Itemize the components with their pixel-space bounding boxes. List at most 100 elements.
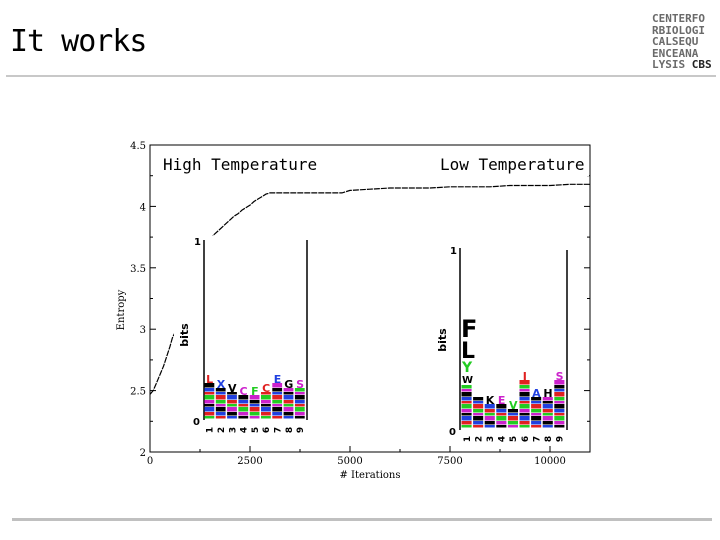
logo-glyph-block (554, 421, 565, 425)
logo-glyph-block (519, 380, 530, 385)
logo-glyph-block (261, 407, 271, 412)
logo-glyph-block (238, 395, 249, 400)
logo-glyph-block (227, 404, 237, 407)
logo-glyph-block (531, 421, 542, 425)
logo-glyph-block (294, 395, 305, 400)
logo-big-letter: Y (461, 360, 473, 376)
logo-glyph-block (473, 416, 484, 421)
logo-glyph-block (507, 421, 518, 425)
high-temperature-label: High Temperature (163, 155, 317, 174)
logo-glyph-block (204, 416, 215, 419)
x-tick-label: 2500 (237, 456, 262, 467)
logo-glyph-block (272, 392, 283, 395)
logo-glyph-block (238, 407, 249, 412)
logo-glyph-block (461, 421, 472, 425)
logo-big-letter: F (461, 315, 477, 343)
logo-top-letter: V (228, 382, 237, 395)
logo-glyph-block (461, 413, 472, 416)
logo-glyph-block (484, 416, 495, 421)
low-temp-label-bg (437, 152, 589, 176)
logo-glyph-block (519, 425, 530, 428)
logo-position-label: 4 (240, 427, 250, 433)
logo-glyph-block (249, 404, 260, 407)
entropy-chart: 22.533.544.50 2500 5000 7500 10000 # Iterati… (116, 141, 591, 481)
logo-glyph-block (542, 421, 553, 425)
y-tick-label: 3.5 (130, 264, 146, 275)
logo-top-letter: S (556, 370, 564, 383)
logo-top-letter: I (523, 370, 527, 383)
logo-glyph-block (294, 407, 305, 412)
logo-glyph-block (227, 416, 237, 419)
logo-glyph-block (283, 407, 294, 412)
logo-glyph-block (496, 421, 507, 425)
logo-position-label: 1 (463, 436, 473, 442)
logo-line: RBIOLOGI (652, 23, 705, 37)
logo-glyph-block (227, 395, 237, 400)
logo-glyph-block (531, 401, 542, 404)
logo-y-tick-top: 1 (450, 246, 457, 257)
logo-glyph-block (294, 388, 305, 392)
logo-big-letter: L (461, 339, 475, 364)
slide-title: It works (10, 24, 147, 59)
logo-glyph-block (215, 392, 226, 395)
logo-position-label: 9 (296, 427, 306, 433)
logo-glyph-block (249, 400, 260, 404)
logo-glyph-block (227, 407, 237, 412)
logo-glyph-block (461, 389, 472, 392)
logo-glyph-block (249, 395, 260, 400)
logo-y-label: bits (436, 328, 449, 352)
logo-glyph-block (204, 388, 215, 392)
logo-accent: CBS (691, 58, 712, 71)
logo-glyph-block (283, 416, 294, 419)
logo-glyph-block (227, 400, 237, 404)
logo-glyph-block (461, 385, 472, 389)
logo-glyph-block (531, 404, 542, 409)
logo-glyph-block (554, 404, 565, 409)
logo-top-letter: X (217, 378, 226, 391)
logo-line-text: LYSIS (652, 58, 686, 71)
logo-glyph-block (227, 392, 237, 395)
logo-glyph-block (283, 395, 294, 400)
logo-glyph-block (473, 425, 484, 428)
logo-position-label: 1 (206, 427, 216, 433)
logo-line: ENCEANA (652, 46, 699, 60)
logo-glyph-block (531, 397, 542, 401)
logo-glyph-block (554, 380, 565, 385)
logo-position-label: 9 (556, 436, 566, 442)
logo-letter-stacks: K E V IA HS (461, 370, 565, 428)
logo-y-tick-bottom: 0 (449, 427, 456, 438)
logo-glyph-block (461, 425, 472, 428)
logo-glyph-block (542, 397, 553, 401)
logo-glyph-block (519, 421, 530, 425)
logo-glyph-block (542, 425, 553, 428)
logo-glyph-block (283, 412, 294, 416)
logo-glyph-block (519, 389, 530, 392)
logo-glyph-block (496, 425, 507, 428)
chart-axes: 22.533.544.50 2500 5000 7500 10000 (130, 141, 591, 467)
logo-glyph-block (461, 404, 472, 409)
y-tick-label: 4 (140, 202, 146, 213)
logo-glyph-block (554, 385, 565, 389)
logo-glyph-block (461, 409, 472, 413)
logo-top-letter: E (498, 394, 506, 407)
logo-top-letter: V (509, 399, 518, 412)
x-tick-label: 5000 (337, 456, 362, 467)
logo-y-label: bits (178, 323, 191, 347)
x-tick-label: 0 (147, 456, 153, 467)
logo-glyph-block (215, 400, 226, 404)
logo-glyph-block (249, 412, 260, 416)
logo-glyph-block (294, 416, 305, 419)
logo-top-letter: L (206, 373, 213, 386)
logo-glyph-block (204, 404, 215, 407)
logo-glyph-block (215, 416, 226, 419)
bottom-divider (12, 518, 712, 521)
logo-glyph-block (461, 401, 472, 404)
logo-glyph-block (215, 404, 226, 407)
logo-glyph-block (496, 404, 507, 409)
logo-line: CALSEQU (652, 35, 699, 48)
logo-glyph-block (261, 400, 271, 404)
logo-glyph-block (554, 397, 565, 401)
